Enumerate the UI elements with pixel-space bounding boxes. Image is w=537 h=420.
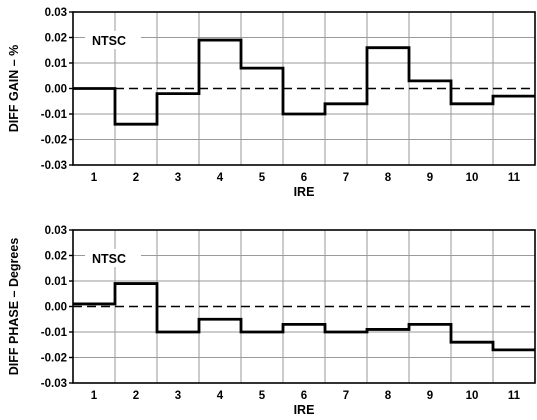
data-point-ire-4 [199, 318, 241, 321]
y-tick-label: -0.02 [41, 353, 67, 365]
data-point-ire-3 [157, 92, 199, 95]
data-point-ire-7 [325, 102, 367, 105]
y-tick-label: 0.01 [45, 276, 68, 288]
data-point-ire-8 [367, 46, 409, 49]
x-tick-label: 6 [301, 172, 307, 184]
data-point-ire-3 [157, 331, 199, 334]
data-point-ire-8 [367, 328, 409, 331]
step-series-line [73, 282, 535, 352]
y-tick-label: -0.01 [41, 109, 68, 121]
x-tick-label: 7 [343, 390, 349, 402]
data-point-ire-9 [409, 79, 451, 82]
data-point-ire-10 [451, 341, 493, 344]
ntsc-label: NTSC [92, 34, 126, 48]
x-tick-label: 2 [133, 172, 139, 184]
x-tick-label: 11 [508, 390, 521, 402]
data-point-ire-1 [73, 302, 115, 305]
diff-gain-panel: NTSC 0.03 0.02 0.01 0.00 -0.01 -0.02 -0.03 1 2 3 4 5… [7, 7, 536, 199]
x-tick-label: 8 [385, 172, 392, 184]
y-axis-title: DIFF GAIN – % [7, 45, 21, 133]
x-tick-label: 10 [466, 172, 479, 184]
data-point-ire-9 [409, 323, 451, 326]
diff-phase-panel: NTSC 0.03 0.02 0.01 0.00 -0.01 -0.02 -0.03 1 2 3 4 5… [7, 225, 536, 417]
y-tick-label: 0.03 [45, 225, 67, 237]
x-tick-label: 1 [91, 172, 98, 184]
data-point-ire-7 [325, 331, 367, 334]
annotation-background [85, 31, 141, 49]
x-tick-label: 10 [466, 390, 479, 402]
y-tick-label: -0.01 [41, 327, 68, 339]
data-point-ire-6 [283, 113, 325, 116]
data-point-ire-11 [493, 348, 535, 351]
data-point-ire-6 [283, 323, 325, 326]
y-tick-label: 0.03 [45, 7, 67, 19]
y-tick-label: 0.00 [45, 84, 67, 96]
y-tick-label: 0.01 [45, 58, 68, 70]
data-point-ire-11 [493, 95, 535, 98]
data-point-ire-4 [199, 39, 241, 42]
x-tick-label: 7 [343, 172, 349, 184]
y-tick-label: -0.03 [41, 378, 67, 390]
x-tick-label: 4 [217, 390, 224, 402]
ntsc-label: NTSC [92, 252, 126, 266]
y-tick-label: 0.02 [45, 33, 67, 45]
data-point-ire-5 [241, 331, 283, 334]
data-point-ire-2 [115, 282, 157, 285]
y-tick-label: -0.02 [41, 135, 67, 147]
data-point-ire-1 [73, 87, 115, 90]
x-axis-title: IRE [294, 403, 315, 417]
x-tick-label: 1 [91, 390, 98, 402]
x-tick-label: 9 [427, 172, 433, 184]
x-tick-label: 11 [508, 172, 521, 184]
x-tick-label: 4 [217, 172, 224, 184]
data-point-ire-5 [241, 67, 283, 70]
x-axis-title: IRE [294, 185, 315, 199]
annotation-background [85, 249, 141, 267]
data-point-ire-10 [451, 102, 493, 105]
y-tick-label: -0.03 [41, 160, 67, 172]
x-tick-label: 3 [175, 390, 181, 402]
y-axis-title: DIFF PHASE – Degrees [7, 238, 21, 376]
x-tick-label: 6 [301, 390, 307, 402]
data-point-ire-2 [115, 123, 157, 126]
x-tick-label: 3 [175, 172, 181, 184]
step-series-line [73, 38, 535, 126]
y-tick-label: 0.02 [45, 251, 67, 263]
x-tick-label: 5 [259, 172, 266, 184]
x-tick-label: 2 [133, 390, 139, 402]
x-tick-label: 9 [427, 390, 433, 402]
x-tick-label: 5 [259, 390, 266, 402]
x-tick-label: 8 [385, 390, 392, 402]
y-tick-label: 0.00 [45, 302, 67, 314]
